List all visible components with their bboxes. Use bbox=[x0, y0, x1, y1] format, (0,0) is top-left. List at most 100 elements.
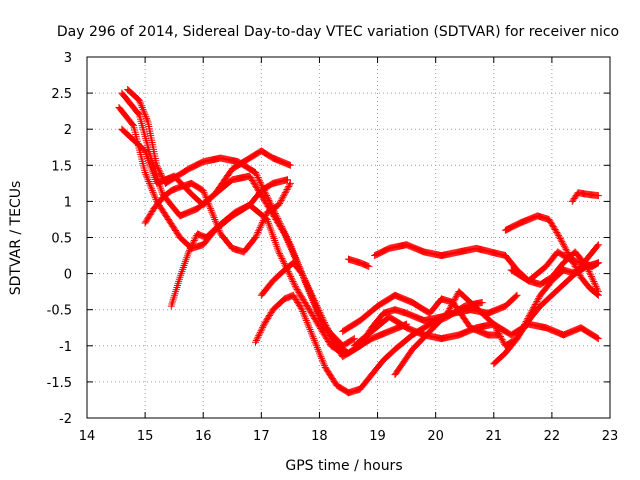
data-point-marker bbox=[214, 224, 222, 232]
data-point-marker bbox=[563, 247, 571, 255]
series-track-15 bbox=[507, 248, 602, 285]
data-point-marker bbox=[139, 105, 147, 113]
axis-ticks bbox=[86, 56, 611, 419]
data-point-marker bbox=[252, 232, 260, 240]
data-point-marker bbox=[448, 300, 456, 308]
data-point-marker bbox=[297, 293, 305, 301]
data-point-marker bbox=[548, 220, 556, 228]
data-point-marker bbox=[495, 329, 503, 337]
data-point-marker bbox=[252, 182, 260, 190]
data-point-marker bbox=[293, 297, 301, 305]
data-point-marker bbox=[275, 218, 283, 226]
data-point-marker bbox=[301, 313, 309, 321]
x-tick-label: 23 bbox=[602, 429, 619, 444]
data-point-marker bbox=[302, 317, 310, 325]
data-point-marker bbox=[147, 183, 155, 191]
data-point-marker bbox=[187, 243, 195, 251]
data-point-marker bbox=[159, 174, 167, 182]
data-point-marker bbox=[310, 297, 318, 305]
series-track-8 bbox=[345, 255, 373, 270]
data-point-marker bbox=[299, 308, 307, 316]
data-point-marker bbox=[259, 323, 267, 331]
data-point-marker bbox=[287, 243, 295, 251]
data-point-marker bbox=[264, 314, 272, 322]
data-point-marker bbox=[286, 161, 294, 169]
data-point-marker bbox=[251, 181, 259, 189]
data-point-marker bbox=[300, 297, 308, 305]
data-point-marker bbox=[287, 274, 295, 282]
data-point-marker bbox=[148, 208, 156, 216]
data-point-marker bbox=[317, 353, 325, 361]
data-point-marker bbox=[144, 215, 152, 223]
data-point-marker bbox=[298, 270, 306, 278]
data-point-marker bbox=[291, 282, 299, 290]
data-point-marker bbox=[142, 170, 150, 178]
series-track-14 bbox=[501, 212, 602, 299]
data-point-marker bbox=[325, 326, 333, 334]
data-point-marker bbox=[287, 273, 295, 281]
data-point-marker bbox=[142, 113, 150, 121]
data-point-marker bbox=[589, 276, 597, 284]
data-point-marker bbox=[318, 313, 326, 321]
data-point-marker bbox=[253, 230, 261, 238]
data-point-marker bbox=[280, 228, 288, 236]
data-point-marker bbox=[140, 109, 148, 117]
data-point-marker bbox=[309, 293, 317, 301]
data-point-marker bbox=[301, 298, 309, 306]
data-point-marker bbox=[143, 174, 151, 182]
data-point-marker bbox=[300, 311, 308, 319]
data-point-marker bbox=[329, 334, 337, 342]
data-point-marker bbox=[257, 180, 265, 188]
data-point-marker bbox=[274, 214, 282, 222]
data-point-marker bbox=[307, 309, 315, 317]
data-point-marker bbox=[546, 217, 554, 225]
data-point-marker bbox=[271, 210, 279, 218]
grid-lines bbox=[87, 57, 610, 418]
data-point-marker bbox=[294, 287, 302, 295]
data-point-marker bbox=[330, 337, 338, 345]
data-point-marker bbox=[301, 276, 309, 284]
data-point-marker bbox=[141, 111, 149, 119]
data-point-marker bbox=[298, 294, 306, 302]
data-point-marker bbox=[278, 255, 286, 263]
data-point-marker bbox=[594, 241, 602, 249]
data-point-marker bbox=[449, 298, 457, 306]
data-point-marker bbox=[299, 309, 307, 317]
data-point-marker bbox=[146, 181, 154, 189]
data-point-marker bbox=[491, 322, 499, 330]
x-tick-label: 14 bbox=[79, 429, 96, 444]
data-point-marker bbox=[289, 291, 297, 299]
data-point-marker bbox=[158, 173, 166, 181]
data-point-marker bbox=[305, 285, 313, 293]
chart-title: Day 296 of 2014, Sidereal Day-to-day VTE… bbox=[57, 24, 619, 40]
data-point-marker bbox=[281, 190, 289, 198]
data-point-marker bbox=[310, 335, 318, 343]
data-point-marker bbox=[592, 283, 600, 291]
data-point-marker bbox=[246, 172, 254, 180]
data-point-marker bbox=[286, 179, 294, 187]
x-tick-label: 16 bbox=[195, 429, 212, 444]
data-point-marker bbox=[307, 329, 315, 337]
data-point-marker bbox=[279, 256, 287, 264]
x-tick-label: 18 bbox=[311, 429, 328, 444]
data-point-marker bbox=[280, 259, 288, 267]
data-point-marker bbox=[557, 236, 565, 244]
data-point-marker bbox=[151, 192, 159, 200]
data-point-marker bbox=[315, 349, 323, 357]
data-point-marker bbox=[308, 292, 316, 300]
data-point-marker bbox=[498, 336, 506, 344]
data-point-marker bbox=[307, 327, 315, 335]
data-point-marker bbox=[513, 291, 521, 299]
data-point-marker bbox=[143, 172, 151, 180]
data-point-marker bbox=[331, 339, 339, 347]
data-point-marker bbox=[208, 208, 216, 216]
data-point-marker bbox=[535, 294, 543, 302]
data-point-marker bbox=[294, 298, 302, 306]
data-point-marker bbox=[257, 222, 265, 230]
data-point-marker bbox=[275, 248, 283, 256]
data-point-marker bbox=[146, 210, 154, 218]
data-point-marker bbox=[263, 316, 271, 324]
data-point-marker bbox=[286, 241, 294, 249]
y-tick-label: 1.5 bbox=[51, 159, 72, 174]
data-point-marker bbox=[330, 336, 338, 344]
